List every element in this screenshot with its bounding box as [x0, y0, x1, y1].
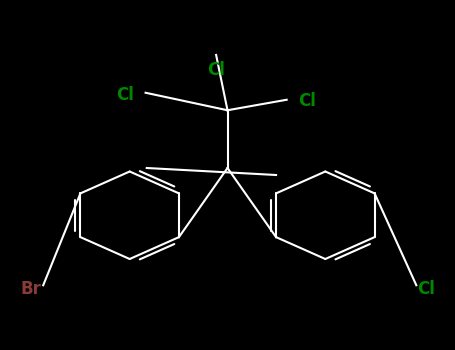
Text: Cl: Cl	[207, 61, 225, 79]
Text: Br: Br	[20, 280, 41, 298]
Text: Cl: Cl	[116, 85, 134, 104]
Text: Cl: Cl	[417, 280, 435, 298]
Text: Cl: Cl	[298, 92, 316, 111]
